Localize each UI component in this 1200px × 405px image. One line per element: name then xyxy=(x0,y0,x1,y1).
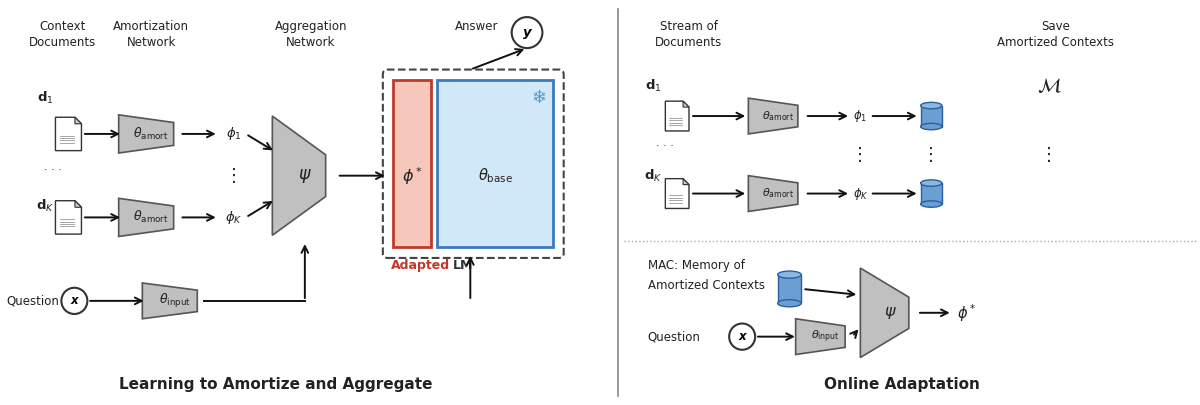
Ellipse shape xyxy=(920,180,942,186)
Polygon shape xyxy=(683,101,689,107)
Text: Online Adaptation: Online Adaptation xyxy=(823,377,979,392)
Text: $\mathbf{d}_K$: $\mathbf{d}_K$ xyxy=(36,197,54,213)
Text: $\theta_{\mathrm{amort}}$: $\theta_{\mathrm{amort}}$ xyxy=(762,187,793,200)
Polygon shape xyxy=(796,319,845,354)
Text: Question: Question xyxy=(6,294,60,307)
Text: x: x xyxy=(71,294,78,307)
Circle shape xyxy=(730,324,755,350)
Text: ⋮: ⋮ xyxy=(1040,146,1058,164)
Text: $\phi^*$: $\phi^*$ xyxy=(402,165,422,187)
Text: $\psi$: $\psi$ xyxy=(298,167,312,185)
Text: $\phi_K$: $\phi_K$ xyxy=(852,185,869,202)
Polygon shape xyxy=(665,179,689,209)
Text: $\theta_{\mathrm{input}}$: $\theta_{\mathrm{input}}$ xyxy=(810,328,839,345)
Polygon shape xyxy=(74,201,82,207)
Text: $\theta_{\mathrm{base}}$: $\theta_{\mathrm{base}}$ xyxy=(478,166,512,185)
Text: Context: Context xyxy=(40,20,85,33)
Text: $\mathbf{d}_K$: $\mathbf{d}_K$ xyxy=(644,168,662,184)
Text: MAC: Memory of: MAC: Memory of xyxy=(648,259,744,272)
Polygon shape xyxy=(74,117,82,124)
Text: $\phi_1$: $\phi_1$ xyxy=(853,108,868,124)
Polygon shape xyxy=(55,201,82,234)
Polygon shape xyxy=(683,179,689,185)
Polygon shape xyxy=(749,176,798,211)
Text: LM: LM xyxy=(454,259,474,272)
Text: Amortized Contexts: Amortized Contexts xyxy=(648,279,764,292)
Text: Adapted: Adapted xyxy=(391,259,450,272)
Bar xyxy=(778,275,802,303)
Polygon shape xyxy=(55,117,82,151)
Text: ⋮: ⋮ xyxy=(923,146,941,164)
Text: $\theta_{\mathrm{amort}}$: $\theta_{\mathrm{amort}}$ xyxy=(133,126,169,142)
Polygon shape xyxy=(119,115,174,153)
Text: Save: Save xyxy=(1040,20,1070,33)
Circle shape xyxy=(511,17,542,48)
Bar xyxy=(920,183,942,204)
Circle shape xyxy=(61,288,88,314)
Text: $\mathcal{M}$: $\mathcal{M}$ xyxy=(1037,77,1062,96)
Text: y: y xyxy=(523,26,532,39)
Ellipse shape xyxy=(920,124,942,130)
Text: $\theta_{\mathrm{amort}}$: $\theta_{\mathrm{amort}}$ xyxy=(762,109,793,123)
Polygon shape xyxy=(860,268,908,358)
Text: ❄: ❄ xyxy=(532,89,546,107)
Ellipse shape xyxy=(778,271,802,278)
Text: Aggregation: Aggregation xyxy=(275,20,347,33)
Text: Documents: Documents xyxy=(29,36,96,49)
Text: $\theta_{\mathrm{amort}}$: $\theta_{\mathrm{amort}}$ xyxy=(133,209,169,226)
Text: Learning to Amortize and Aggregate: Learning to Amortize and Aggregate xyxy=(119,377,432,392)
Text: Amortized Contexts: Amortized Contexts xyxy=(997,36,1114,49)
Polygon shape xyxy=(143,283,197,319)
Text: Network: Network xyxy=(126,36,176,49)
Polygon shape xyxy=(749,98,798,134)
Ellipse shape xyxy=(778,300,802,307)
Text: Amortization: Amortization xyxy=(113,20,190,33)
Text: Stream of: Stream of xyxy=(660,20,718,33)
Text: ⋮: ⋮ xyxy=(851,146,869,164)
Ellipse shape xyxy=(920,102,942,109)
Text: $\psi$: $\psi$ xyxy=(883,305,896,321)
Text: Documents: Documents xyxy=(655,36,722,49)
Text: $\phi_1$: $\phi_1$ xyxy=(226,126,241,143)
Text: x: x xyxy=(738,330,746,343)
Bar xyxy=(920,106,942,126)
Polygon shape xyxy=(119,198,174,237)
Polygon shape xyxy=(665,101,689,131)
Text: · · ·: · · · xyxy=(656,141,674,151)
Bar xyxy=(437,80,553,247)
Text: $\mathbf{d}_1$: $\mathbf{d}_1$ xyxy=(646,78,662,94)
Text: $\mathbf{d}_1$: $\mathbf{d}_1$ xyxy=(36,90,53,106)
Text: Question: Question xyxy=(648,330,701,343)
Text: $\phi^*$: $\phi^*$ xyxy=(956,302,977,324)
Text: Answer: Answer xyxy=(455,20,498,33)
Text: $\theta_{\mathrm{input}}$: $\theta_{\mathrm{input}}$ xyxy=(158,292,191,310)
Ellipse shape xyxy=(920,201,942,207)
Text: ⋮: ⋮ xyxy=(224,167,242,185)
Text: $\phi_K$: $\phi_K$ xyxy=(226,209,242,226)
Polygon shape xyxy=(272,116,325,235)
Text: · · ·: · · · xyxy=(44,165,62,175)
Text: Network: Network xyxy=(286,36,336,49)
Bar xyxy=(394,80,431,247)
